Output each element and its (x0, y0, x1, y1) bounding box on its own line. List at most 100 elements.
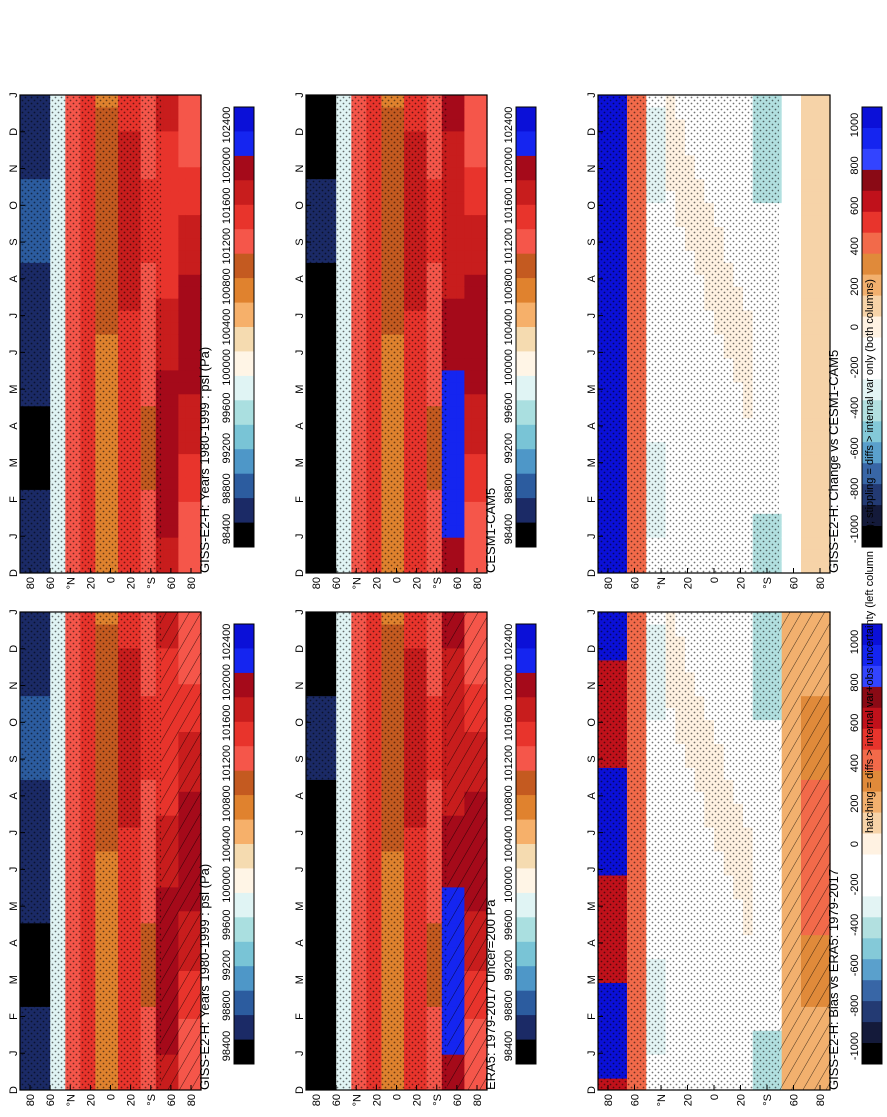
field-cell (163, 179, 171, 192)
panel-giss-right: GISS-E2-H: Years 1980-1999 : psl (Pa)DJF… (8, 92, 254, 589)
field-cell (464, 430, 472, 443)
field-cell (186, 477, 194, 490)
field-cell (186, 107, 194, 120)
colorbar-label: 102000 (503, 664, 515, 701)
field-cell (464, 358, 472, 371)
field-cell (171, 394, 179, 407)
field-cell (457, 370, 465, 383)
colorbar-swatch (516, 746, 536, 771)
field-cell (464, 322, 472, 335)
field-cell (186, 286, 194, 299)
field-cell (178, 322, 186, 335)
colorbar-label: 102000 (221, 664, 233, 701)
field-cell (178, 334, 186, 347)
colorbar-label: 100800 (503, 268, 515, 305)
colorbar-label: 100800 (221, 268, 233, 305)
field-cell (194, 143, 202, 156)
field-cell (472, 286, 480, 299)
field-cell (171, 143, 179, 156)
month-tick-label: F (8, 1013, 20, 1020)
colorbar-swatch (516, 893, 536, 918)
colorbar-label: 100400 (503, 309, 515, 346)
field-cell (457, 179, 465, 192)
field-cell (457, 406, 465, 419)
lat-tick-label: 20 (371, 1094, 383, 1106)
field-cell (194, 191, 202, 204)
colorbar-label: 98800 (221, 473, 233, 504)
month-tick-label: J (8, 867, 20, 873)
month-tick-label: F (294, 496, 306, 503)
field-cell (480, 465, 488, 478)
field-cell (171, 537, 179, 550)
field-cell (472, 442, 480, 455)
month-tick-label: S (294, 755, 306, 762)
field-cell (472, 358, 480, 371)
field-cell (178, 119, 186, 131)
month-tick-label: J (294, 533, 306, 539)
field-cell (457, 454, 465, 467)
field-cell (186, 215, 194, 228)
field-cell (457, 191, 465, 204)
field-cell (171, 549, 179, 562)
field-cell (171, 298, 179, 311)
field-cell (186, 238, 194, 251)
field-cell (163, 298, 171, 311)
field-cell (449, 167, 457, 180)
colorbar-label: 102400 (503, 624, 515, 661)
lat-tick-label: 60 (452, 577, 464, 589)
stippling-overlay (20, 95, 161, 573)
field-cell (171, 454, 179, 467)
field-cell (194, 95, 202, 108)
field-cell (457, 95, 465, 108)
field-cell (464, 167, 472, 180)
field-cell (457, 334, 465, 347)
month-tick-label: D (8, 645, 20, 653)
field-cell (464, 310, 472, 323)
field-cell (464, 418, 472, 431)
field-cell (480, 238, 488, 251)
colorbar-swatch (516, 351, 536, 376)
field-cell (472, 131, 480, 144)
field-cell (178, 250, 186, 263)
field-cell (464, 250, 472, 263)
field-cell (464, 501, 472, 514)
field-cell (464, 537, 472, 550)
field-cell (186, 119, 194, 131)
field-cell (186, 465, 194, 478)
field-cell (472, 334, 480, 347)
field-cell (457, 262, 465, 275)
field-cell (178, 406, 186, 419)
colorbar-swatch (516, 523, 536, 548)
field-cell (480, 203, 488, 216)
lat-tick-label: 0 (392, 1094, 404, 1100)
field-cell (480, 370, 488, 383)
field-cell (464, 131, 472, 144)
field-cell (464, 465, 472, 478)
field-cell (480, 310, 488, 323)
field-cell (472, 262, 480, 275)
field-cell (163, 143, 171, 156)
field-cell (464, 155, 472, 168)
lat-tick-label: 20 (371, 577, 383, 589)
field-cell (178, 107, 186, 120)
month-tick-label: J (8, 609, 20, 615)
month-tick-label: J (8, 313, 20, 319)
colorbar-swatch (516, 131, 536, 156)
colorbar-swatch (516, 278, 536, 303)
field-cell (472, 513, 480, 526)
field-cell (171, 274, 179, 287)
colorbar-swatch (234, 180, 254, 205)
field-cell (457, 274, 465, 287)
colorbar-swatch (234, 229, 254, 254)
panel-giss-left: GISS-E2-H: Years 1980-1999 : psl (Pa)DJF… (8, 609, 254, 1106)
field-cell (480, 119, 488, 131)
field-cell (163, 226, 171, 239)
field-cell (171, 370, 179, 383)
field-cell (464, 382, 472, 395)
field-cell (163, 322, 171, 335)
field-cell (178, 286, 186, 299)
field-cell (480, 454, 488, 467)
field-cell (449, 226, 457, 239)
colorbar-label: 99200 (221, 950, 233, 981)
